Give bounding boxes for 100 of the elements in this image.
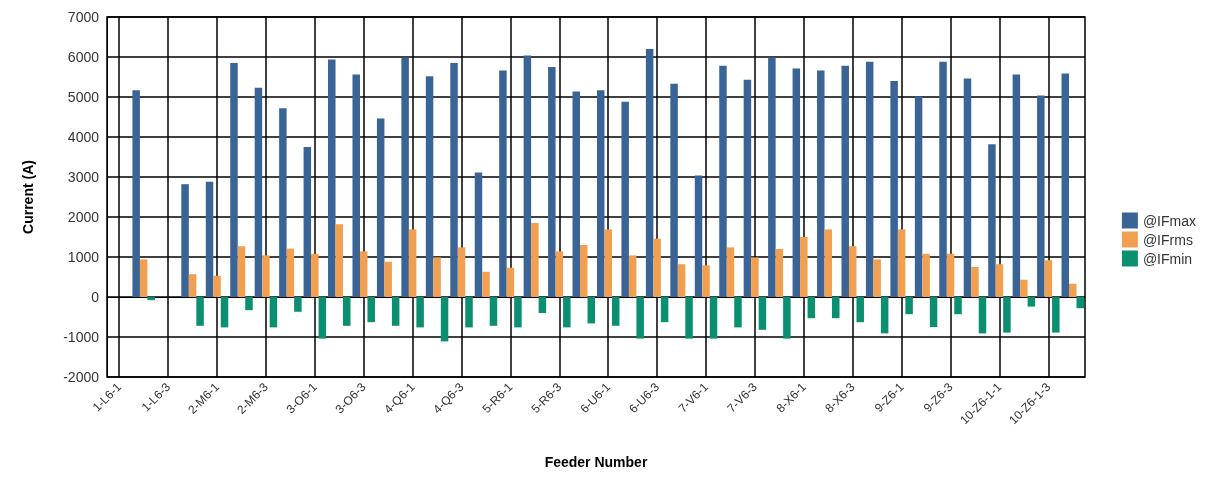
bar	[1069, 283, 1077, 297]
bar	[465, 297, 473, 328]
bar	[768, 57, 776, 297]
bar	[611, 297, 620, 326]
bar	[391, 297, 400, 326]
bar	[971, 267, 979, 297]
bar	[1052, 297, 1060, 333]
bar	[832, 297, 840, 319]
bar	[897, 229, 906, 297]
bar	[719, 65, 727, 297]
bar	[685, 297, 693, 339]
bar	[636, 297, 644, 339]
bar	[132, 90, 140, 297]
bar	[807, 297, 816, 319]
y-tick-label: 5000	[67, 89, 100, 105]
bar	[416, 297, 424, 328]
bar	[294, 297, 302, 312]
bar	[147, 297, 155, 301]
bar	[628, 255, 637, 297]
bar	[279, 108, 287, 297]
bar	[457, 247, 466, 297]
bar	[1044, 260, 1053, 297]
bar	[181, 184, 189, 297]
y-tick-label: -1000	[63, 329, 100, 345]
y-tick-label: 0	[91, 289, 100, 305]
x-axis-title: Feeder Number	[544, 454, 648, 470]
bar	[523, 55, 532, 297]
bar	[824, 229, 833, 297]
bar	[587, 297, 596, 324]
bar	[939, 61, 947, 297]
bar	[890, 81, 898, 297]
y-tick-label: 7000	[67, 9, 100, 25]
bar	[262, 255, 270, 297]
bar	[440, 297, 449, 342]
bar	[848, 246, 857, 297]
bar	[269, 297, 278, 328]
bar	[245, 297, 253, 311]
bar	[237, 246, 246, 297]
bar	[376, 118, 385, 297]
bar	[865, 61, 874, 297]
bar	[335, 224, 344, 297]
y-tick-label: -2000	[63, 369, 100, 385]
bar	[408, 229, 417, 297]
bar	[596, 90, 605, 297]
bar	[230, 63, 238, 297]
bar	[548, 67, 556, 297]
bar	[905, 297, 913, 315]
bar	[311, 253, 319, 297]
y-axis-title: Current (A)	[20, 160, 36, 234]
bar	[677, 264, 686, 297]
bar	[743, 79, 752, 297]
bar	[963, 78, 972, 297]
bar	[139, 259, 148, 297]
legend-label: @IFrms	[1142, 231, 1193, 248]
bar	[205, 181, 214, 297]
bar	[621, 101, 629, 297]
bar	[572, 91, 581, 297]
bar	[645, 49, 654, 297]
bar	[856, 297, 864, 323]
bar	[775, 249, 784, 297]
bar	[841, 65, 849, 297]
bar	[188, 274, 197, 297]
bar	[555, 251, 564, 297]
bar	[352, 74, 360, 297]
bar	[988, 144, 996, 297]
bar	[482, 271, 490, 297]
bar	[401, 57, 409, 297]
bar	[213, 275, 221, 297]
bar	[1061, 73, 1070, 297]
bar	[995, 264, 1004, 297]
bar	[670, 83, 678, 297]
bar	[604, 229, 612, 297]
bar	[880, 297, 889, 334]
y-tick-label: 1000	[67, 249, 100, 265]
bar	[1037, 95, 1045, 297]
bar	[506, 267, 515, 297]
legend-label: @IFmax	[1142, 212, 1197, 229]
bar	[303, 147, 312, 297]
bar	[817, 70, 825, 297]
bar	[254, 87, 263, 297]
bar	[514, 297, 522, 328]
bar	[792, 68, 801, 297]
bar	[694, 175, 703, 297]
bar	[220, 297, 229, 328]
bar	[914, 96, 923, 297]
bar	[978, 297, 987, 334]
legend-label: @IFmin	[1142, 250, 1193, 267]
bar	[929, 297, 938, 327]
bar	[450, 63, 458, 297]
bar	[563, 297, 571, 328]
bar	[653, 238, 661, 297]
bar	[1003, 297, 1011, 333]
bar	[318, 297, 327, 339]
bar	[758, 297, 767, 330]
bar	[954, 297, 962, 315]
bar	[359, 251, 368, 297]
bar	[922, 253, 930, 297]
bar	[286, 248, 295, 297]
bar	[726, 247, 735, 297]
bar	[1012, 74, 1021, 297]
